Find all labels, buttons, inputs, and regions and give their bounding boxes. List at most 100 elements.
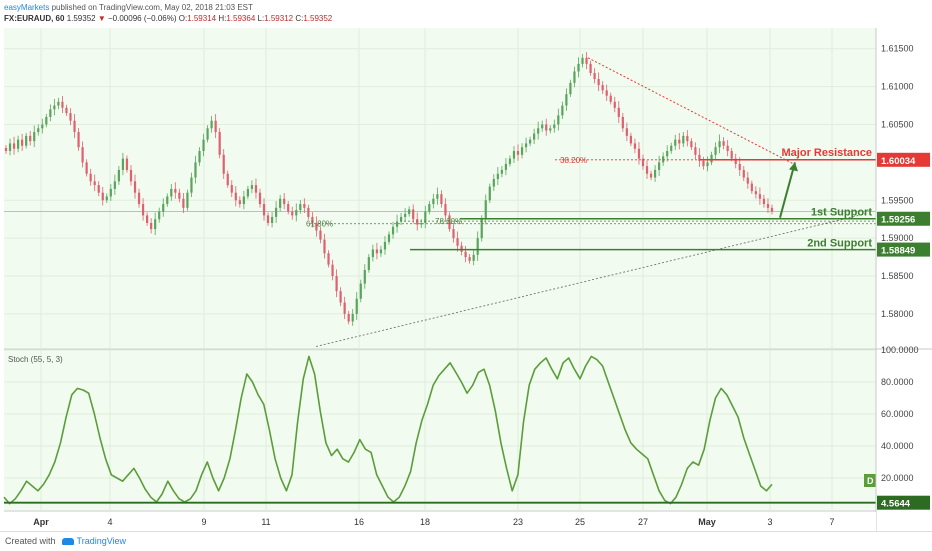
stoch-series-badge-label: D — [867, 476, 874, 486]
candle — [666, 151, 669, 157]
down-arrow-icon: ▼ — [97, 14, 106, 23]
candle — [432, 198, 435, 205]
candle — [367, 257, 370, 270]
second-support-label: 2nd Support — [807, 238, 872, 250]
candle — [218, 132, 221, 155]
candle — [347, 313, 350, 322]
major-resistance-label: Major Resistance — [782, 147, 872, 159]
candle — [117, 169, 120, 182]
candle — [343, 302, 346, 314]
candle — [121, 158, 125, 170]
candle — [190, 177, 193, 193]
candle — [395, 221, 399, 227]
candle — [698, 154, 701, 161]
candle — [524, 143, 528, 148]
candle — [16, 139, 20, 149]
candle — [174, 188, 177, 193]
candle — [428, 204, 431, 212]
candle — [101, 192, 104, 201]
candle — [480, 219, 483, 239]
fib-61-label: 61.80% — [306, 220, 333, 229]
trendlines — [4, 57, 876, 347]
candle — [537, 128, 540, 134]
candle — [456, 238, 459, 246]
candle — [492, 179, 495, 187]
candle — [549, 128, 552, 131]
candle — [331, 264, 334, 277]
chart-header: easyMarkets published on TradingView.com… — [0, 0, 932, 28]
candle — [295, 210, 298, 216]
stoch-pane[interactable] — [4, 350, 876, 510]
candle — [448, 215, 451, 230]
candle — [69, 113, 72, 121]
candle — [202, 139, 205, 152]
candle — [137, 192, 141, 205]
candle — [242, 196, 245, 205]
candle — [730, 151, 733, 159]
price-tag — [877, 152, 930, 167]
candle — [182, 198, 185, 208]
price-axis[interactable] — [876, 26, 932, 531]
candle — [722, 141, 725, 146]
candle — [593, 72, 596, 80]
time-tick-label: Apr — [33, 517, 49, 527]
candle — [371, 249, 374, 258]
time-tick-label: 7 — [829, 517, 834, 527]
time-axis[interactable] — [4, 512, 876, 531]
candle — [577, 63, 580, 72]
change-value: −0.00096 (−0.06%) — [108, 14, 177, 23]
stoch-d-line — [3, 355, 773, 505]
candle — [210, 120, 213, 129]
candle — [129, 169, 133, 182]
candle — [194, 162, 197, 178]
high-value: 1.59364 — [226, 14, 256, 23]
candle — [694, 147, 697, 155]
candle — [637, 148, 641, 159]
publisher-link[interactable]: easyMarkets — [4, 3, 50, 12]
candle — [250, 185, 254, 189]
candle — [145, 215, 149, 223]
candle — [214, 120, 217, 133]
candle — [162, 204, 165, 212]
low-value: 1.59312 — [264, 14, 294, 23]
candle — [133, 181, 137, 193]
candle — [512, 151, 516, 159]
price-tick-label: 1.60500 — [881, 119, 914, 129]
candle — [553, 124, 556, 129]
candle — [206, 128, 209, 140]
candle — [8, 143, 12, 152]
candle — [404, 213, 407, 217]
price-tag-label: 1.59256 — [881, 215, 915, 226]
symbol-label[interactable]: FX:EURAUD, 60 — [4, 14, 65, 23]
candle — [21, 139, 24, 146]
time-tick-label: 16 — [354, 517, 364, 527]
candle — [93, 181, 96, 186]
stoch-tick-label: 60.0000 — [881, 409, 914, 419]
candle — [266, 215, 270, 223]
candle — [408, 209, 411, 214]
candle — [89, 173, 92, 182]
candle — [323, 239, 326, 254]
candle — [258, 192, 262, 205]
price-pane[interactable] — [4, 26, 876, 348]
candle — [633, 143, 637, 149]
candle — [154, 219, 157, 230]
first-support-label: 1st Support — [811, 207, 872, 219]
time-tick-label: May — [698, 517, 716, 527]
price-tag-label: 1.60034 — [881, 156, 916, 167]
price-tick-label: 1.58000 — [881, 309, 914, 319]
tradingview-link[interactable]: TradingView — [76, 536, 127, 546]
candle — [516, 151, 520, 155]
candle — [440, 194, 443, 205]
candle — [528, 139, 532, 144]
candle — [327, 253, 330, 265]
candle — [246, 188, 250, 197]
stoch-series-badge — [864, 474, 876, 487]
close-label: C: — [295, 14, 304, 23]
candle — [645, 166, 649, 174]
candle — [45, 116, 48, 125]
stoch-baseline-label: 4.5644 — [881, 499, 911, 510]
candle — [690, 141, 693, 148]
candle — [125, 158, 129, 170]
candle — [420, 222, 423, 225]
